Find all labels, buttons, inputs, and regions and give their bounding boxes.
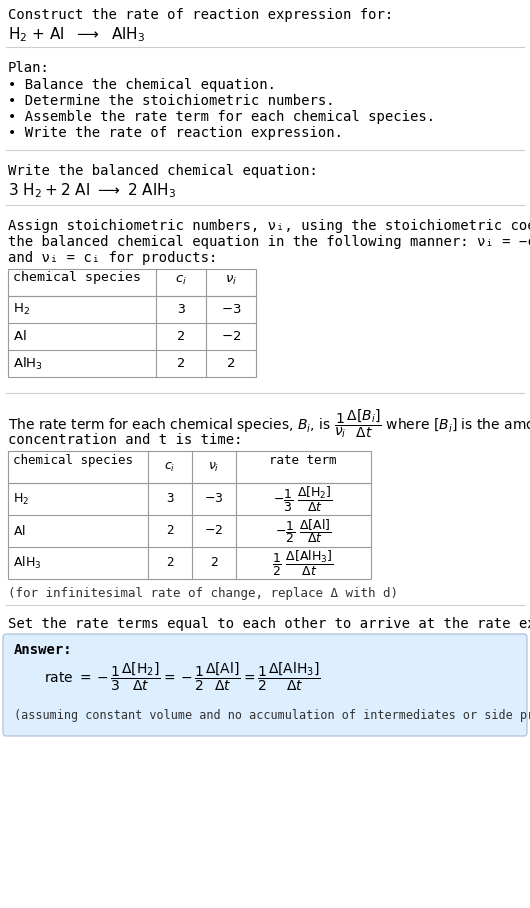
Text: $2$: $2$ bbox=[226, 357, 235, 370]
Text: concentration and t is time:: concentration and t is time: bbox=[8, 433, 243, 447]
Text: Set the rate terms equal to each other to arrive at the rate expression:: Set the rate terms equal to each other t… bbox=[8, 617, 530, 631]
Text: chemical species: chemical species bbox=[13, 454, 133, 467]
Text: $3\ \mathrm{H_2} + 2\ \mathrm{Al}\ \longrightarrow\ 2\ \mathrm{AlH_3}$: $3\ \mathrm{H_2} + 2\ \mathrm{Al}\ \long… bbox=[8, 181, 176, 200]
Text: $-2$: $-2$ bbox=[205, 525, 224, 538]
Text: $\mathrm{H_2}$: $\mathrm{H_2}$ bbox=[13, 491, 29, 507]
Text: Construct the rate of reaction expression for:: Construct the rate of reaction expressio… bbox=[8, 8, 393, 22]
Text: $-3$: $-3$ bbox=[204, 492, 224, 506]
Text: 3: 3 bbox=[166, 492, 174, 506]
Bar bbox=[8, 451, 371, 579]
Text: The rate term for each chemical species, $B_i$, is $\dfrac{1}{\nu_i}\dfrac{\Delt: The rate term for each chemical species,… bbox=[8, 407, 530, 439]
Text: $\nu_i$: $\nu_i$ bbox=[208, 460, 220, 474]
Text: Plan:: Plan: bbox=[8, 61, 50, 75]
Text: and νᵢ = cᵢ for products:: and νᵢ = cᵢ for products: bbox=[8, 251, 217, 265]
Text: $c_i$: $c_i$ bbox=[164, 460, 175, 474]
Text: 2: 2 bbox=[166, 525, 174, 538]
Text: $\mathrm{AlH_3}$: $\mathrm{AlH_3}$ bbox=[13, 555, 41, 571]
FancyBboxPatch shape bbox=[3, 634, 527, 736]
Text: $-\dfrac{1}{2}\ \dfrac{\Delta[\mathrm{Al}]}{\Delta t}$: $-\dfrac{1}{2}\ \dfrac{\Delta[\mathrm{Al… bbox=[275, 517, 331, 545]
Text: rate $= -\dfrac{1}{3}\dfrac{\Delta[\mathrm{H_2}]}{\Delta t} = -\dfrac{1}{2}\dfra: rate $= -\dfrac{1}{3}\dfrac{\Delta[\math… bbox=[44, 661, 321, 694]
Text: the balanced chemical equation in the following manner: νᵢ = −cᵢ for reactants: the balanced chemical equation in the fo… bbox=[8, 235, 530, 249]
Text: $-3$: $-3$ bbox=[221, 303, 241, 316]
Text: $\mathrm{H_2}$ + Al  $\longrightarrow$  $\mathrm{AlH_3}$: $\mathrm{H_2}$ + Al $\longrightarrow$ $\… bbox=[8, 25, 145, 44]
Text: (for infinitesimal rate of change, replace Δ with d): (for infinitesimal rate of change, repla… bbox=[8, 587, 398, 600]
Text: $\mathrm{Al}$: $\mathrm{Al}$ bbox=[13, 330, 26, 343]
Text: $\mathrm{Al}$: $\mathrm{Al}$ bbox=[13, 524, 26, 538]
Text: $\dfrac{1}{2}\ \dfrac{\Delta[\mathrm{AlH_3}]}{\Delta t}$: $\dfrac{1}{2}\ \dfrac{\Delta[\mathrm{AlH… bbox=[272, 548, 334, 577]
Text: rate term: rate term bbox=[269, 454, 337, 467]
Text: $-2$: $-2$ bbox=[221, 330, 241, 343]
Text: 2: 2 bbox=[177, 330, 185, 343]
Text: • Determine the stoichiometric numbers.: • Determine the stoichiometric numbers. bbox=[8, 94, 334, 108]
Text: Assign stoichiometric numbers, νᵢ, using the stoichiometric coefficients, cᵢ, fr: Assign stoichiometric numbers, νᵢ, using… bbox=[8, 219, 530, 233]
Text: • Balance the chemical equation.: • Balance the chemical equation. bbox=[8, 78, 276, 92]
Text: (assuming constant volume and no accumulation of intermediates or side products): (assuming constant volume and no accumul… bbox=[14, 709, 530, 722]
Text: $\mathrm{H_2}$: $\mathrm{H_2}$ bbox=[13, 302, 30, 317]
Text: $-\dfrac{1}{3}\ \dfrac{\Delta[\mathrm{H_2}]}{\Delta t}$: $-\dfrac{1}{3}\ \dfrac{\Delta[\mathrm{H_… bbox=[273, 485, 333, 514]
Text: Write the balanced chemical equation:: Write the balanced chemical equation: bbox=[8, 164, 318, 178]
Bar bbox=[8, 269, 256, 377]
Text: $c_i$: $c_i$ bbox=[175, 274, 187, 287]
Text: $\nu_i$: $\nu_i$ bbox=[225, 274, 237, 287]
Text: chemical species: chemical species bbox=[13, 271, 141, 284]
Text: • Assemble the rate term for each chemical species.: • Assemble the rate term for each chemic… bbox=[8, 110, 435, 124]
Text: 3: 3 bbox=[177, 303, 185, 316]
Text: 2: 2 bbox=[166, 557, 174, 569]
Text: $2$: $2$ bbox=[210, 557, 218, 569]
Text: $\mathrm{AlH_3}$: $\mathrm{AlH_3}$ bbox=[13, 355, 43, 371]
Text: 2: 2 bbox=[177, 357, 185, 370]
Text: • Write the rate of reaction expression.: • Write the rate of reaction expression. bbox=[8, 126, 343, 140]
Text: Answer:: Answer: bbox=[14, 643, 73, 657]
